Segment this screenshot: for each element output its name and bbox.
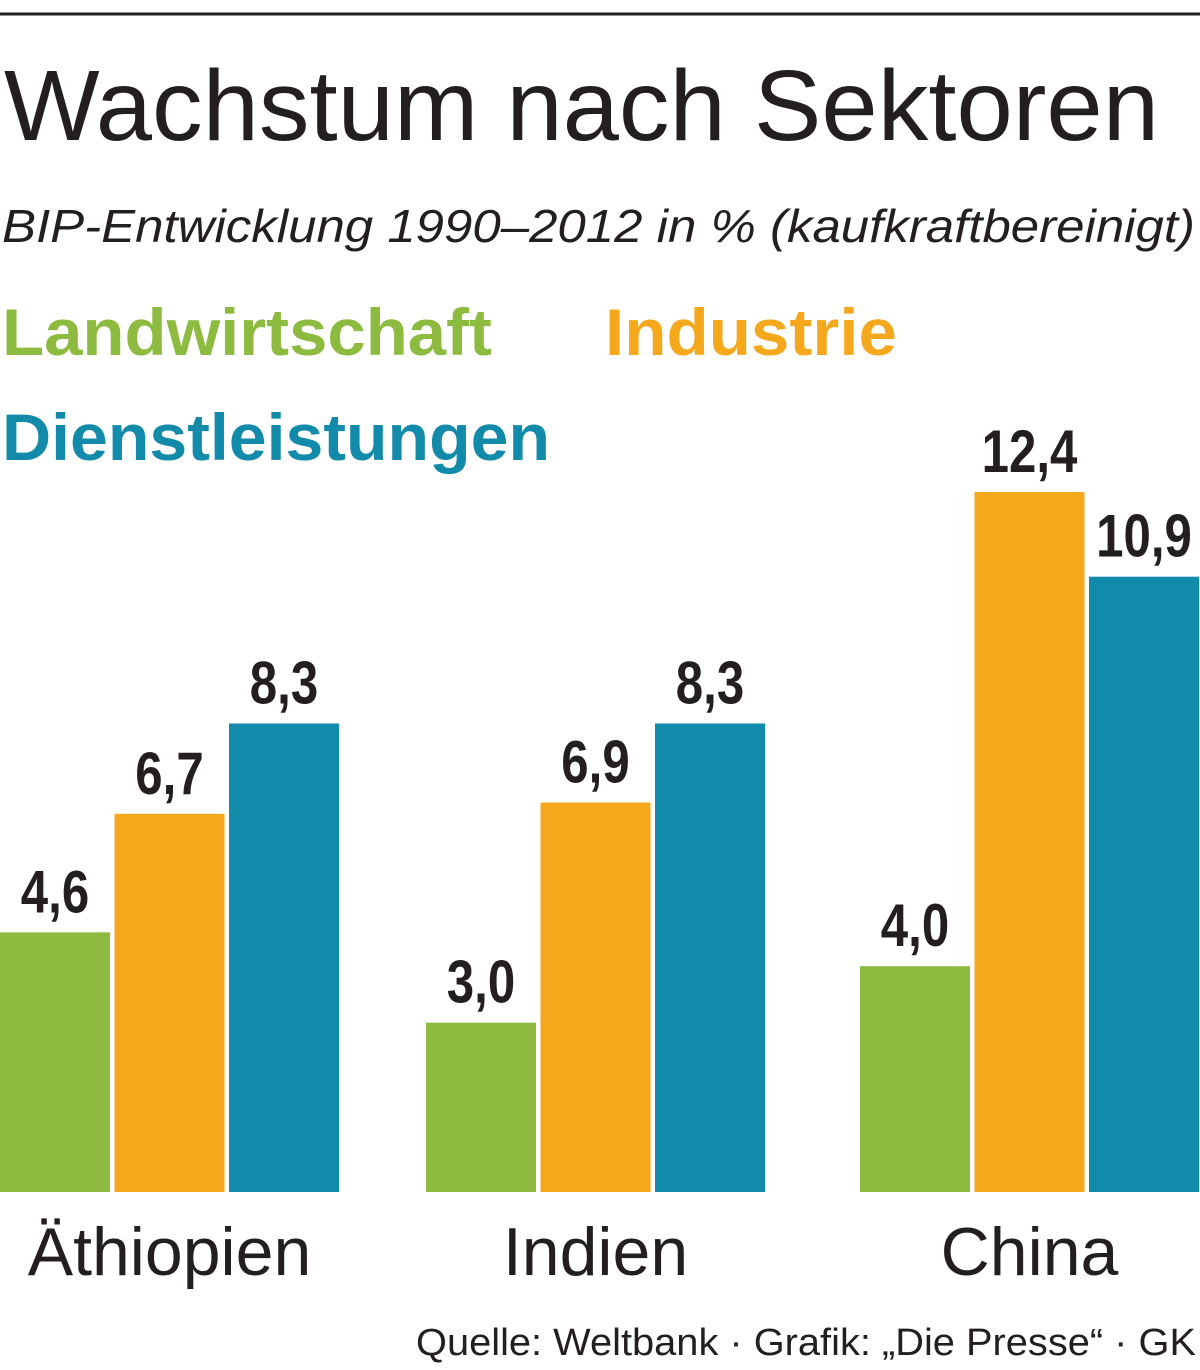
value-label: 12,4 [982,417,1078,485]
bar [1089,576,1199,1192]
bar [540,802,651,1192]
value-label: 6,9 [561,728,629,796]
value-label: 4,6 [21,858,89,926]
x-tick-label: Indien [503,1214,688,1290]
value-label: 6,7 [135,739,203,807]
bar [974,492,1085,1192]
bar [655,723,765,1192]
bar [426,1022,536,1192]
x-tick-label: Äthiopien [28,1214,312,1290]
value-label: 10,9 [1096,502,1192,570]
legend-entry: Industrie [605,295,897,369]
chart-subtitle: BIP-Entwicklung 1990–2012 in % (kaufkraf… [2,200,1195,252]
bar [860,966,970,1192]
bar [229,723,339,1192]
legend-entry: Dienstleistungen [2,400,550,474]
x-tick-label: China [941,1214,1119,1290]
bar [114,813,225,1192]
value-label: 3,0 [447,948,515,1016]
value-label: 8,3 [250,649,318,717]
value-label: 4,0 [881,892,949,960]
bar [0,932,110,1192]
chart-title: Wachstum nach Sektoren [4,50,1159,162]
value-label: 8,3 [676,649,744,717]
source-note: Quelle: Weltbank · Grafik: „Die Presse“ … [416,1322,1196,1364]
legend-entry: Landwirtschaft [2,295,492,369]
